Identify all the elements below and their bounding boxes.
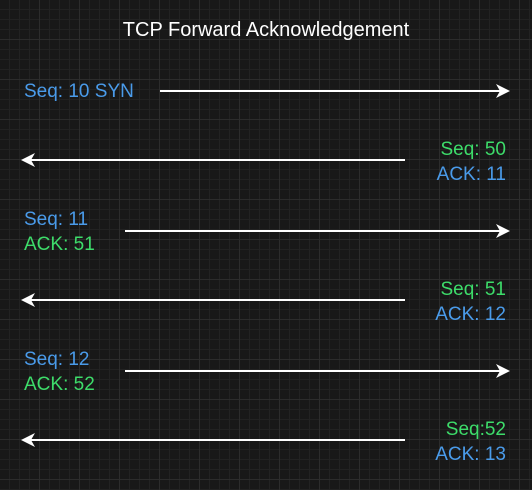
diagram-title: TCP Forward Acknowledgement	[122, 19, 410, 41]
arrowhead-right	[496, 84, 510, 98]
arrowhead-right	[496, 224, 510, 238]
arrowhead-right	[496, 364, 510, 378]
ack-label: ACK: 13	[435, 444, 506, 465]
message-label-5: Seq: 12 ACK: 52	[24, 347, 95, 397]
seq-label: Seq: 50	[440, 139, 507, 160]
ack-label: ACK: 51	[24, 234, 95, 255]
ack-label: ACK: 12	[435, 304, 506, 325]
seq-label: Seq: 10 SYN	[24, 81, 134, 102]
seq-label: Seq: 11	[24, 209, 89, 230]
seq-label: Seq: 12	[24, 349, 90, 370]
seq-label: Seq: 51	[440, 279, 507, 300]
seq-label: Seq:52	[445, 419, 506, 440]
arrowhead-left	[21, 293, 35, 307]
message-label-1: Seq: 10 SYN	[24, 79, 134, 104]
message-label-4: Seq: 51 ACK: 12	[435, 277, 506, 327]
message-label-2: Seq: 50 ACK: 11	[437, 137, 506, 187]
message-label-3: Seq: 11 ACK: 51	[24, 207, 95, 257]
message-label-6: Seq:52 ACK: 13	[435, 417, 506, 467]
ack-label: ACK: 11	[436, 164, 506, 185]
arrowhead-left	[21, 153, 35, 167]
ack-label: ACK: 52	[24, 374, 95, 395]
arrowhead-left	[21, 433, 35, 447]
